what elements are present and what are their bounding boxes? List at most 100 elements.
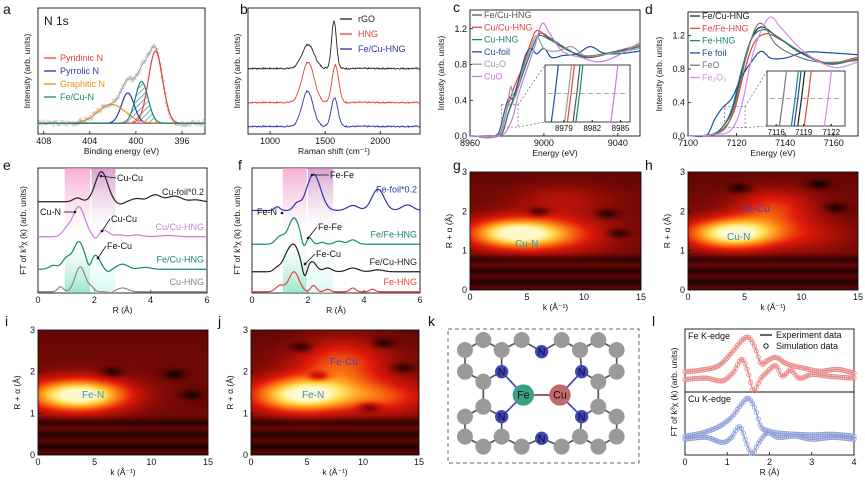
experimental-point bbox=[55, 120, 59, 123]
legend-label: Cu-HNG bbox=[484, 35, 519, 45]
raman-line bbox=[247, 61, 421, 104]
experimental-point bbox=[97, 107, 100, 111]
simulation-point bbox=[691, 376, 697, 382]
simulation-point bbox=[804, 436, 810, 442]
simulation-point bbox=[849, 375, 855, 381]
nitrogen-label: N bbox=[498, 412, 506, 424]
x-tick-label: 0 bbox=[467, 292, 472, 302]
simulation-point bbox=[703, 366, 709, 372]
y-tick-label: 0.8 bbox=[454, 60, 467, 70]
heatmap-label: Fe-N bbox=[302, 390, 324, 401]
exafs-line bbox=[38, 171, 208, 205]
simulation-point bbox=[811, 436, 818, 442]
simulation-point bbox=[781, 434, 788, 440]
panel-f: 0 2 4 6 R (Å) FT of k³χ (k) (arb. units) f Fe-f… bbox=[232, 157, 423, 315]
annotation: Fe-Cu bbox=[316, 249, 341, 259]
inset-edge-line bbox=[550, 64, 559, 123]
panel-label: f bbox=[238, 157, 242, 173]
inset-edge-line bbox=[566, 64, 575, 123]
x-tick-label: 5 bbox=[742, 292, 747, 302]
simulation-point bbox=[851, 370, 857, 376]
simulation-point bbox=[783, 434, 790, 440]
cu-atom bbox=[549, 384, 571, 406]
zoom-connector bbox=[517, 121, 546, 128]
simulation-point bbox=[842, 374, 848, 381]
simulation-point bbox=[851, 436, 857, 442]
legend-label: Fe/Fe-HNG bbox=[702, 23, 749, 33]
annotation-arrowhead bbox=[100, 229, 104, 233]
panel-label: j bbox=[217, 313, 221, 329]
heatmap-label: Cu-N bbox=[515, 239, 538, 250]
series-label: Cu-foil*0.2 bbox=[162, 187, 204, 197]
nitrogen-label: N bbox=[538, 347, 546, 359]
highlight-region bbox=[308, 239, 334, 293]
x-tick-label: 5 bbox=[524, 292, 529, 302]
y-tick-label: 3 bbox=[30, 325, 35, 335]
simulation-point bbox=[826, 367, 833, 373]
carbon-atom bbox=[608, 341, 625, 358]
panel-l: 0 1 2 3 4 R (Å) FT of k³χ (k) (arb. units) l Fe … bbox=[652, 313, 857, 477]
subpanel-label: Fe K-edge bbox=[688, 331, 730, 341]
carbon-atom bbox=[608, 363, 625, 380]
heatmap-label: Fe-Cu bbox=[330, 357, 358, 368]
carbon-atom bbox=[608, 408, 625, 425]
x-tick-label: 2000 bbox=[370, 136, 390, 146]
y-axis-label: R + α (Å) bbox=[225, 375, 235, 410]
y-tick-label: 1 bbox=[30, 408, 35, 418]
y-tick-label: 1.2 bbox=[672, 30, 685, 40]
simulation-point bbox=[689, 435, 696, 441]
zoom-region-box bbox=[501, 104, 519, 128]
simulation-point bbox=[834, 374, 840, 380]
annotation-arrow bbox=[101, 218, 111, 232]
y-tick-label: 1 bbox=[462, 246, 467, 256]
inset-tick-label: 8985 bbox=[612, 124, 630, 133]
simulation-point bbox=[753, 385, 759, 391]
nitrogen-atom bbox=[534, 431, 549, 445]
carbon-atom bbox=[475, 373, 492, 390]
highlight-region bbox=[282, 239, 307, 293]
x-tick-label: 0 bbox=[249, 295, 254, 305]
fe-atom bbox=[512, 384, 534, 406]
simulation-point bbox=[849, 436, 855, 442]
legend-label: Fe foil bbox=[702, 48, 727, 58]
simulation-point bbox=[793, 433, 799, 439]
exafs-line bbox=[252, 243, 420, 277]
y-tick-label: 0 bbox=[243, 450, 248, 460]
exafs-line bbox=[37, 241, 207, 272]
simulation-point bbox=[682, 376, 688, 382]
annotation: Fe-Fe bbox=[330, 170, 354, 180]
carbon-atom bbox=[475, 398, 492, 415]
legend-label: Cu₂O bbox=[484, 59, 506, 69]
y-axis-label: Intensity (arb. units) bbox=[654, 37, 664, 112]
simulation-point bbox=[851, 375, 857, 381]
y-tick-label: 2 bbox=[680, 206, 685, 216]
inset-edge-line bbox=[797, 70, 806, 127]
carbon-atom bbox=[493, 341, 510, 358]
xanes-line bbox=[469, 35, 641, 139]
simulation-point bbox=[684, 436, 690, 442]
simulation-point bbox=[699, 375, 705, 381]
annotation-arrow bbox=[100, 175, 117, 179]
simulation-point bbox=[813, 371, 820, 378]
legend-label: Simulation data bbox=[776, 341, 838, 351]
legend-label: rGO bbox=[358, 14, 375, 24]
panel-k: k N N N N N N Fe Cu bbox=[428, 313, 640, 464]
x-tick-label: 2 bbox=[305, 295, 310, 305]
simulation-point bbox=[695, 375, 701, 381]
simulation-point bbox=[823, 435, 829, 441]
simulation-point bbox=[811, 371, 818, 377]
y-axis-label: R + α (Å) bbox=[444, 214, 454, 249]
simulation-point bbox=[791, 433, 797, 439]
legend-label: Cu/Cu-HNG bbox=[484, 22, 533, 32]
simulation-point bbox=[780, 434, 786, 440]
fit-line bbox=[38, 80, 205, 124]
nitrogen-label: N bbox=[538, 433, 546, 445]
x-tick-label: 4 bbox=[148, 295, 153, 305]
simulation-point bbox=[704, 375, 711, 381]
x-axis-label: k (Å⁻¹) bbox=[760, 302, 785, 312]
simulation-point bbox=[795, 433, 801, 440]
zoom-connector bbox=[517, 64, 546, 105]
highlight-region bbox=[64, 239, 91, 293]
simulation-point bbox=[825, 373, 831, 379]
